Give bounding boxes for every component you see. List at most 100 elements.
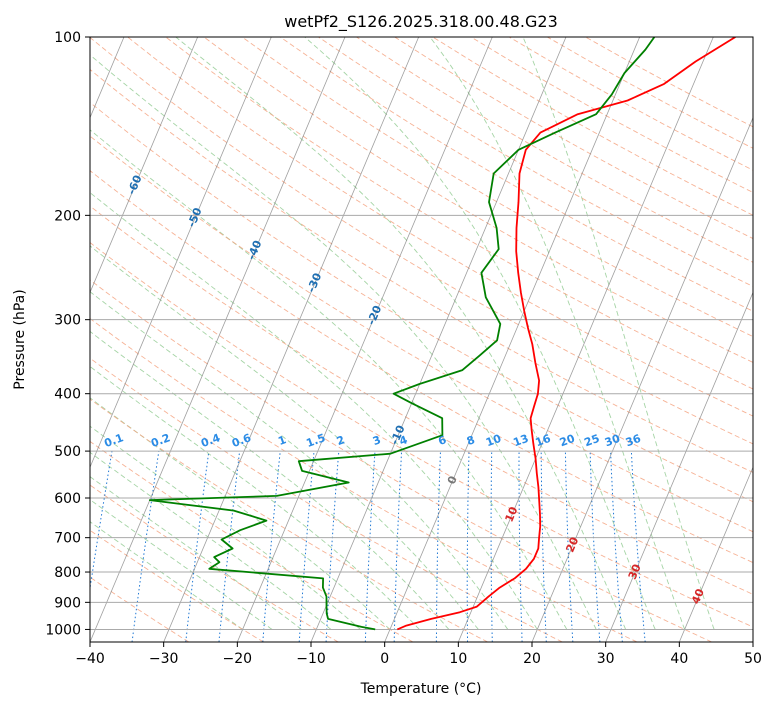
- dry-adiabat: [279, 37, 753, 312]
- isotherm-line: [90, 37, 272, 469]
- y-tick-label: 500: [54, 444, 81, 460]
- isotherm-line: [384, 37, 641, 642]
- mixing-ratio-line: [262, 451, 281, 642]
- dry-adiabat: [90, 205, 753, 595]
- moist-adiabat: [90, 129, 568, 630]
- dry-adiabat: [90, 484, 339, 642]
- mixing-ratio-label: 0.4: [199, 431, 222, 450]
- isotherm-line: [163, 37, 420, 642]
- mixing-ratio-label: 2: [335, 433, 347, 448]
- moist-adiabat: [90, 192, 538, 630]
- isotherm-line: [457, 37, 714, 642]
- moist-adiabats: [90, 37, 715, 630]
- moist-adiabat: [90, 245, 509, 630]
- y-tick-label: 700: [54, 531, 81, 547]
- mixing-ratio-label: 1.5: [304, 431, 327, 450]
- dry-adiabats: [90, 37, 753, 642]
- x-tick-label: 30: [597, 651, 615, 667]
- mixing-ratio-line: [218, 451, 241, 642]
- x-tick-label: −10: [296, 651, 326, 667]
- moist-adiabat: [90, 365, 420, 630]
- mixing-ratio-line: [630, 451, 646, 642]
- isotherm-line: [531, 116, 753, 642]
- skewed-isotherms: [90, 37, 753, 642]
- isotherm-label: 40: [689, 587, 707, 606]
- isotherm-line: [90, 37, 199, 294]
- isotherm-line: [90, 37, 346, 642]
- dry-adiabat: [90, 135, 753, 533]
- isotherm-line: [310, 37, 567, 642]
- y-tick-label: 100: [54, 30, 81, 46]
- moist-adiabat: [90, 451, 332, 630]
- mixing-ratio-label: 16: [534, 432, 553, 450]
- mixing-ratio-label: 20: [558, 432, 577, 450]
- dry-adiabat: [90, 242, 753, 628]
- isotherm-line: [605, 291, 753, 642]
- dry-adiabat: [90, 317, 638, 642]
- y-tick-label: 800: [54, 565, 81, 581]
- mixing-ratio-label: 10: [484, 432, 503, 450]
- mixing-ratio-line: [90, 451, 113, 592]
- isotherm-line: [678, 466, 753, 642]
- moist-adiabat: [90, 425, 361, 630]
- sounding-profiles: [148, 37, 736, 631]
- dry-adiabat: [90, 357, 563, 642]
- moist-adiabat: [304, 37, 656, 630]
- mixing-ratio-label: 0.2: [149, 431, 172, 450]
- y-tick-label: 600: [54, 491, 81, 507]
- y-tick-label: 300: [54, 313, 81, 329]
- dry-adiabat: [90, 37, 753, 445]
- dry-adiabat: [241, 37, 753, 338]
- dry-adiabat: [203, 37, 753, 363]
- temperature-profile: [396, 37, 736, 631]
- mixing-ratio-label: 8: [465, 433, 477, 448]
- mixing-ratio-line: [185, 451, 210, 642]
- x-tick-label: −40: [75, 651, 105, 667]
- dry-adiabat: [90, 529, 264, 642]
- mixing-ratio-label: 0.6: [230, 431, 253, 450]
- y-axis-ticks: 1000 900 800 700 600 500 400 300 200 100: [45, 30, 90, 638]
- mixing-ratio-label: 36: [624, 432, 643, 450]
- isotherm-label: 30: [626, 562, 644, 581]
- mixing-ratio-label: 6: [437, 433, 449, 448]
- x-tick-label: 0: [380, 651, 389, 667]
- dry-adiabat: [90, 101, 753, 503]
- moist-adiabat: [522, 37, 715, 630]
- mixing-ratio-label: 13: [512, 432, 531, 449]
- x-axis-label: Temperature (°C): [360, 681, 482, 697]
- dry-adiabat: [90, 398, 488, 642]
- mixing-ratio-label: 3: [371, 433, 383, 448]
- plot-frame: [89, 36, 754, 643]
- mixing-ratio-label: 1: [276, 433, 288, 448]
- x-tick-label: 40: [670, 651, 688, 667]
- moist-adiabat: [90, 54, 597, 630]
- mixing-ratio-line: [298, 451, 315, 642]
- dry-adiabat: [90, 279, 712, 642]
- y-axis-label: Pressure (hPa): [12, 289, 28, 389]
- y-tick-label: 200: [54, 208, 81, 224]
- mixing-ratio-label: 0.1: [102, 431, 125, 450]
- chart-title: wetPf2_S126.2025.318.00.48.G23: [284, 12, 558, 32]
- mixing-ratio-label: 30: [603, 432, 622, 450]
- x-tick-label: −20: [223, 651, 253, 667]
- y-tick-label: 1000: [45, 622, 81, 638]
- x-tick-label: 20: [523, 651, 541, 667]
- moist-adiabat: [429, 37, 686, 630]
- dry-adiabat: [90, 68, 753, 473]
- mixing-ratio-label: 4: [398, 433, 410, 448]
- dewpoint-profile: [148, 37, 656, 631]
- isotherm-line: [236, 37, 493, 642]
- moist-adiabat: [90, 521, 243, 630]
- x-tick-label: 10: [449, 651, 467, 667]
- moist-adiabat: [175, 37, 627, 630]
- isotherm-label: 20: [563, 535, 581, 554]
- y-tick-label: 400: [54, 387, 81, 403]
- mixing-ratio-label: 25: [583, 432, 602, 449]
- x-axis-ticks: −40 −30 −20 −10 0 10 20 30 40 50: [75, 642, 762, 667]
- x-tick-label: −30: [149, 651, 179, 667]
- isotherm-label: 10: [503, 505, 521, 524]
- y-tick-label: 900: [54, 595, 81, 611]
